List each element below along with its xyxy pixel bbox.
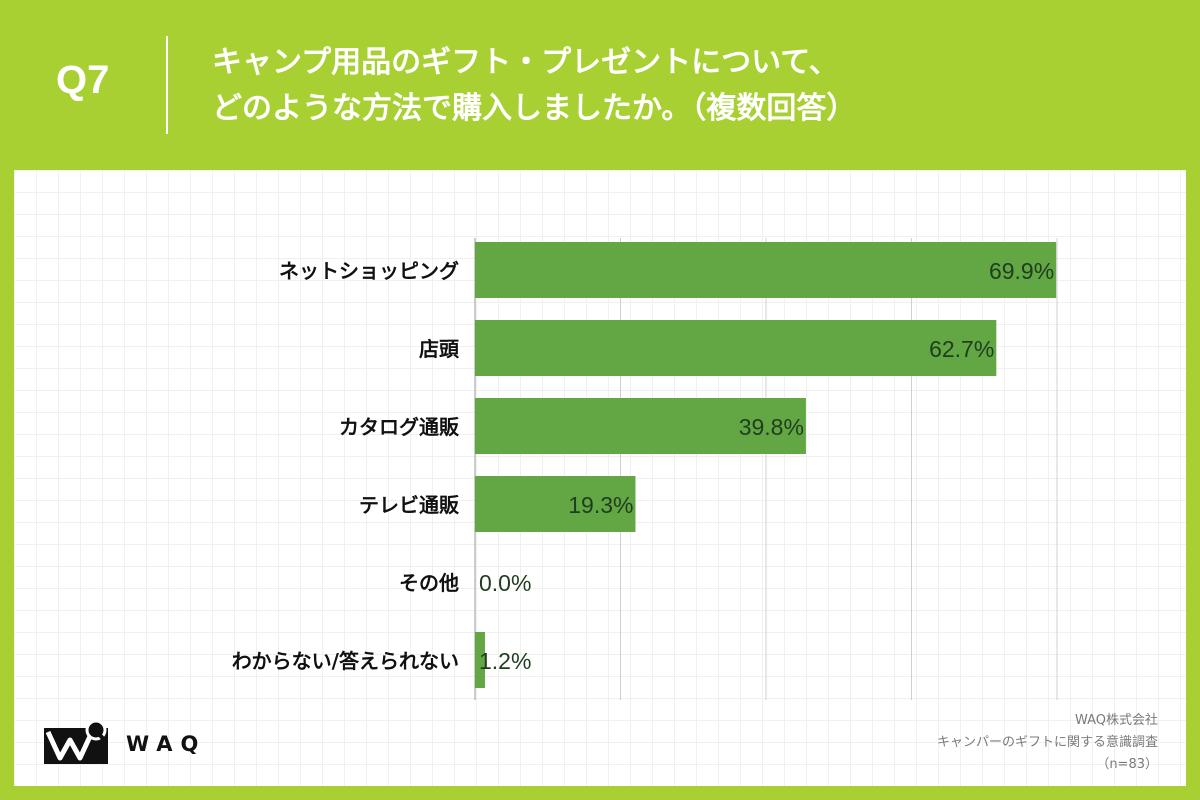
- question-number: Q7: [56, 58, 110, 102]
- source-company: WAQ株式会社: [1074, 713, 1158, 728]
- data-label: 19.3%: [568, 492, 633, 518]
- source-survey: キャンパーのギフトに関する意識調査: [936, 735, 1158, 750]
- question-title-line-1: キャンプ用品のギフト・プレゼントについて、: [212, 45, 839, 80]
- bar: [475, 632, 485, 688]
- category-label: カタログ通販: [339, 415, 460, 439]
- data-label: 1.2%: [479, 648, 531, 674]
- question-title-line-2: どのような方法で購入しましたか。（複数回答）: [212, 91, 857, 126]
- waq-logo: WAQ: [42, 718, 242, 768]
- data-label: 62.7%: [929, 336, 994, 362]
- bar: [475, 398, 806, 454]
- question-title: キャンプ用品のギフト・プレゼントについて、 どのような方法で購入しましたか。（複…: [212, 40, 1172, 132]
- bar: [475, 320, 997, 376]
- waq-logo-text: WAQ: [126, 732, 207, 756]
- source-note: WAQ株式会社 キャンパーのギフトに関する意識調査 （n=83）: [937, 710, 1158, 776]
- data-label: 69.9%: [989, 258, 1054, 284]
- bar: [475, 476, 636, 532]
- category-label: わからない/答えられない: [232, 649, 459, 673]
- category-label: 店頭: [419, 337, 460, 361]
- header-divider: [166, 36, 168, 134]
- source-sample-size: （n=83）: [1096, 757, 1158, 772]
- bar: [475, 242, 1057, 298]
- chart-card: ネットショッピング 69.9% 店頭 62.7% カタログ通販 39.8% テレビ通販 19.…: [14, 170, 1186, 786]
- category-label: テレビ通販: [359, 493, 460, 517]
- category-label: その他: [399, 571, 459, 595]
- category-label: ネットショッピング: [279, 259, 459, 283]
- bar-chart: ネットショッピング 69.9% 店頭 62.7% カタログ通販 39.8% テレビ通販 19.…: [232, 238, 1058, 700]
- data-label: 0.0%: [479, 570, 531, 596]
- waq-logo-mark-icon: [44, 719, 108, 764]
- data-label: 39.8%: [739, 414, 804, 440]
